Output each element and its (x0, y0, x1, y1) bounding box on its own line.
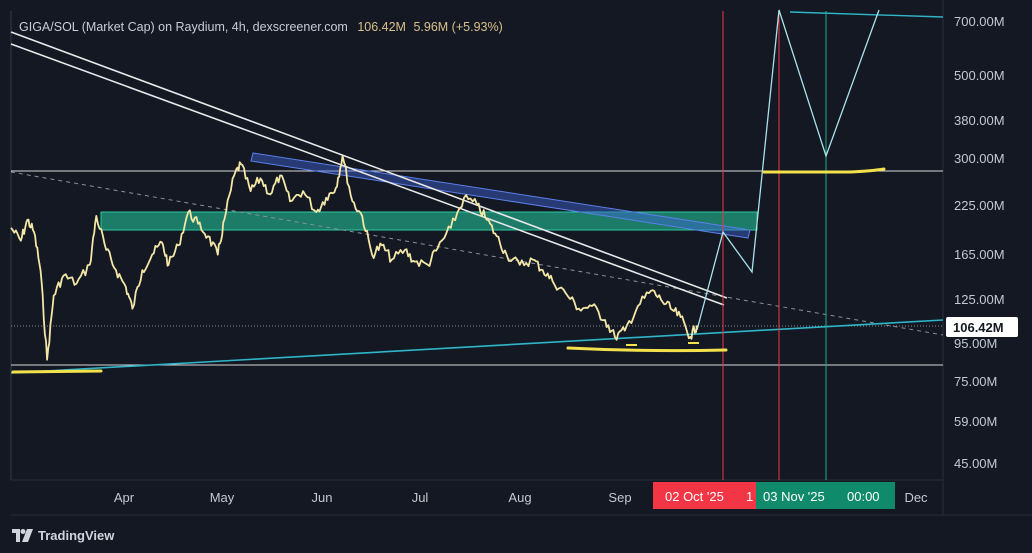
x-tick-label: May (210, 490, 235, 505)
descending-trendline-2[interactable] (10, 43, 725, 306)
x-tick-label: Apr (114, 490, 135, 505)
y-tick-label: 95.00M (954, 336, 997, 351)
price-change: 5.96M (+5.93%) (413, 20, 503, 34)
y-tick-label: 75.00M (954, 374, 997, 389)
date-label-nov: 03 Nov '25 (763, 489, 825, 504)
tradingview-logo-icon (12, 529, 33, 542)
top-cyan-line[interactable] (789, 11, 944, 18)
brand-name: TradingView (38, 528, 115, 543)
descending-trendline-1[interactable] (10, 31, 728, 299)
x-tick-label: Jun (312, 490, 333, 505)
yellow-mark-bottom[interactable] (566, 346, 728, 353)
yellow-mark-left[interactable] (11, 369, 103, 374)
y-tick-label: 165.00M (954, 247, 1005, 262)
date-label-red-2: 1 (746, 489, 753, 504)
y-tick-label: 225.00M (954, 198, 1005, 213)
x-tick-label: Aug (508, 490, 531, 505)
blue-resistance-channel[interactable] (250, 152, 751, 239)
date-label-time: 00:00 (847, 489, 880, 504)
last-value-badge (946, 317, 1018, 337)
price-line[interactable] (10, 154, 698, 361)
date-label-oct: 02 Oct '25 (665, 489, 724, 504)
y-tick-label: 45.00M (954, 456, 997, 471)
y-tick-label: 125.00M (954, 292, 1005, 307)
rising-support-line[interactable] (10, 319, 944, 374)
y-tick-label: 500.00M (954, 68, 1005, 83)
y-tick-label: 59.00M (954, 414, 997, 429)
y-tick-label: 300.00M (954, 151, 1005, 166)
last-value-label: 106.42M (953, 320, 1004, 335)
date-label-nov-box[interactable] (756, 482, 895, 509)
y-tick-label: 700.00M (954, 14, 1005, 29)
x-tick-label: Jul (412, 490, 429, 505)
x-tick-label: Dec (904, 490, 928, 505)
chart-title: GIGA/SOL (Market Cap) on Raydium, 4h, de… (19, 20, 348, 34)
tradingview-brand[interactable]: TradingView (12, 528, 114, 543)
chart-title-bar: GIGA/SOL (Market Cap) on Raydium, 4h, de… (19, 20, 503, 34)
y-tick-label: 380.00M (954, 113, 1005, 128)
current-value: 106.42M (357, 20, 406, 34)
dashed-trendline[interactable] (10, 171, 944, 336)
x-tick-label: Sep (608, 490, 631, 505)
date-label-oct-box[interactable] (653, 482, 743, 509)
projection-path[interactable] (696, 9, 880, 331)
date-label-red-2-box[interactable] (743, 482, 756, 509)
yellow-mark-target[interactable] (762, 167, 886, 174)
